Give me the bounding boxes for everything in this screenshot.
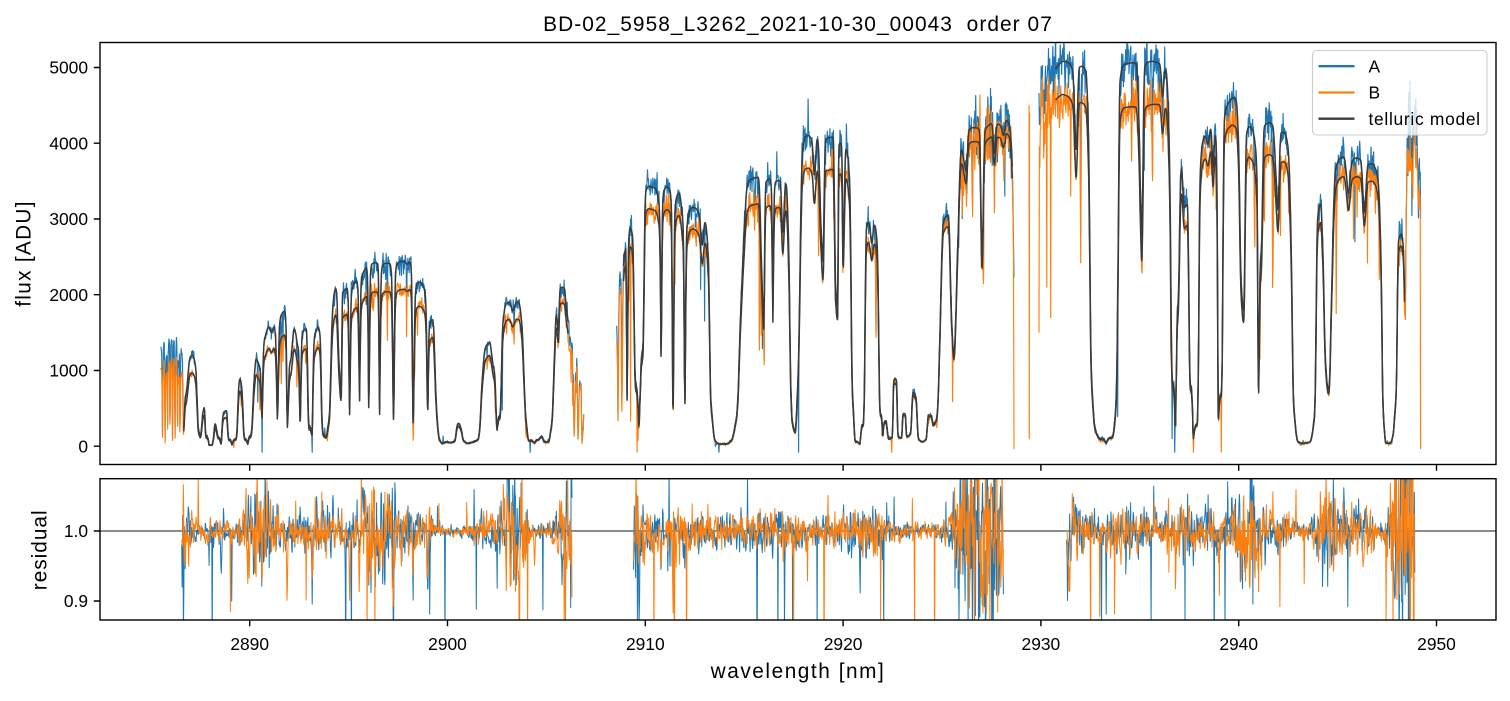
svg-text:2900: 2900	[428, 634, 467, 654]
svg-text:A: A	[1369, 56, 1381, 76]
svg-text:5000: 5000	[49, 58, 88, 78]
svg-text:BD-02_5958_L3262_2021-10-30_00: BD-02_5958_L3262_2021-10-30_00043 order …	[543, 13, 1053, 36]
svg-text:flux [ADU]: flux [ADU]	[13, 200, 36, 307]
svg-text:0: 0	[78, 436, 88, 456]
svg-text:2000: 2000	[49, 285, 88, 305]
svg-text:wavelength [nm]: wavelength [nm]	[710, 660, 886, 683]
svg-text:1000: 1000	[49, 361, 88, 381]
svg-text:B: B	[1369, 83, 1381, 103]
svg-text:2940: 2940	[1219, 634, 1258, 654]
svg-text:2950: 2950	[1417, 634, 1456, 654]
svg-text:residual: residual	[29, 509, 52, 590]
svg-text:2920: 2920	[824, 634, 863, 654]
svg-text:4000: 4000	[49, 133, 88, 153]
svg-text:2930: 2930	[1022, 634, 1061, 654]
svg-text:1.0: 1.0	[64, 521, 88, 541]
svg-text:2910: 2910	[626, 634, 665, 654]
svg-text:3000: 3000	[49, 209, 88, 229]
svg-text:2890: 2890	[230, 634, 269, 654]
svg-text:telluric model: telluric model	[1369, 109, 1481, 129]
svg-text:0.9: 0.9	[64, 591, 88, 611]
